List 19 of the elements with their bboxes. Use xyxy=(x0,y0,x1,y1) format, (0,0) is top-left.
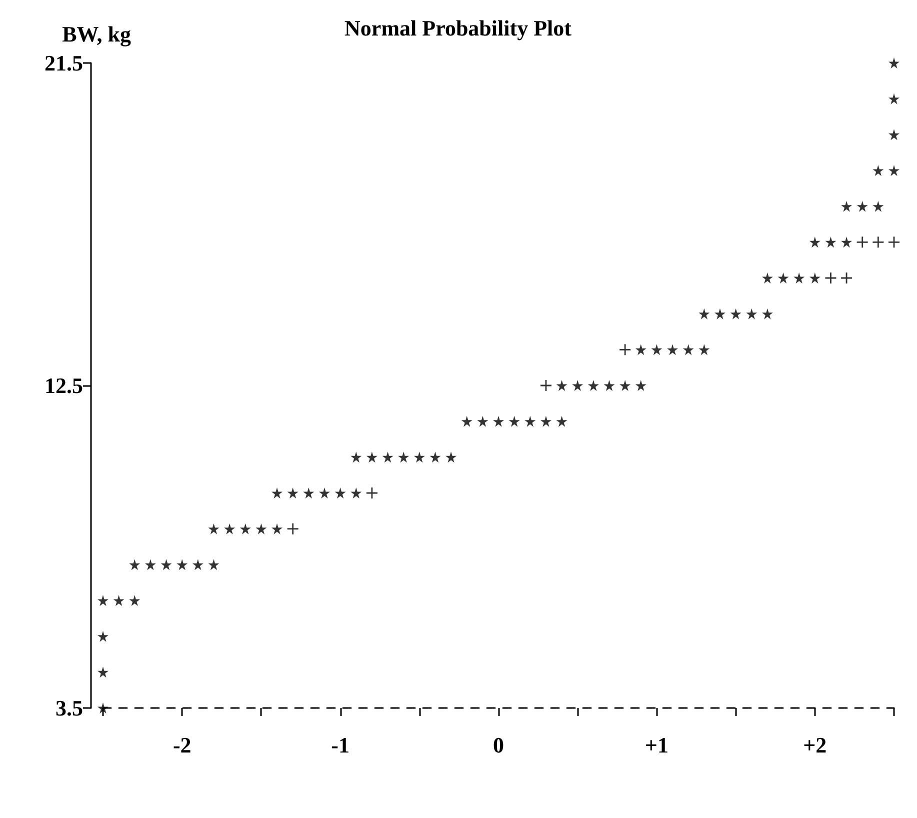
y-axis-title: BW, kg xyxy=(62,22,131,46)
point xyxy=(824,272,837,284)
x-tick-label: -1 xyxy=(331,732,350,758)
x-tick-label: 0 xyxy=(493,732,504,758)
x-tick-label: +1 xyxy=(644,732,668,758)
point xyxy=(286,522,300,536)
y-tick-label: 12.5 xyxy=(44,373,83,398)
point xyxy=(840,272,853,284)
y-tick-label: 3.5 xyxy=(56,696,83,720)
point xyxy=(618,343,632,356)
y-tick-label: 21.5 xyxy=(44,50,83,76)
point xyxy=(366,486,378,500)
x-tick-label: +2 xyxy=(803,732,827,758)
point xyxy=(540,379,552,392)
point xyxy=(888,236,900,248)
x-tick-label: -2 xyxy=(172,732,192,758)
point xyxy=(872,236,884,248)
point xyxy=(856,236,869,248)
chart-title: Normal Probability Plot xyxy=(344,16,572,40)
